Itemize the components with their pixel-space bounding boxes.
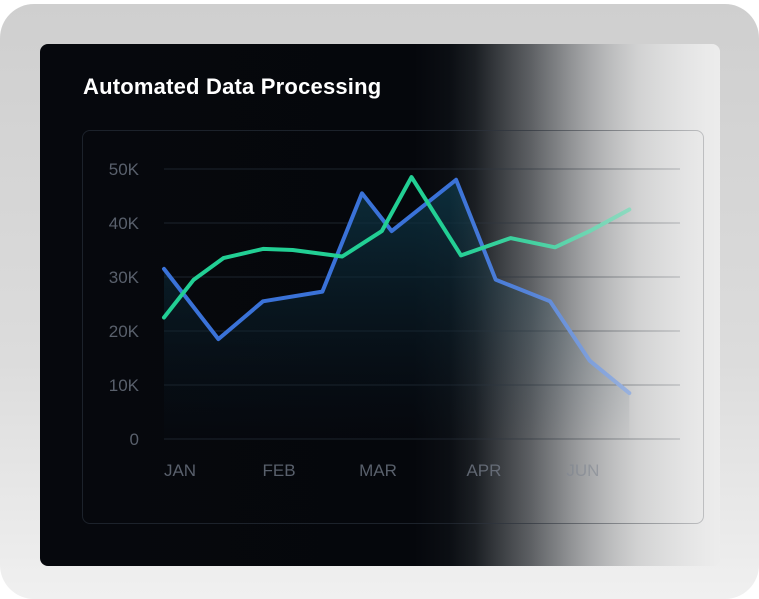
x-tick-label: APR bbox=[466, 461, 501, 480]
y-tick-label: 10K bbox=[109, 376, 140, 395]
y-axis-ticks: 0 10K 20K 30K 40K 50K bbox=[109, 160, 140, 449]
y-tick-label: 30K bbox=[109, 268, 140, 287]
x-tick-label: JAN bbox=[164, 461, 196, 480]
y-tick-label: 0 bbox=[130, 430, 139, 449]
x-axis-ticks: JAN FEB MAR APR JUN bbox=[164, 461, 600, 480]
area-fill bbox=[164, 179, 630, 440]
x-tick-label: FEB bbox=[262, 461, 295, 480]
chart-card: Automated Data Processing 0 10K 20K 30K 40K 5… bbox=[40, 44, 720, 566]
y-tick-label: 40K bbox=[109, 214, 140, 233]
x-tick-label: JUN bbox=[566, 461, 599, 480]
chart-title: Automated Data Processing bbox=[83, 74, 382, 99]
series-area bbox=[164, 179, 630, 440]
y-tick-label: 50K bbox=[109, 160, 140, 179]
y-tick-label: 20K bbox=[109, 322, 140, 341]
x-tick-label: MAR bbox=[359, 461, 397, 480]
line-chart: 0 10K 20K 30K 40K 50K JAN FEB MAR APR JUN bbox=[109, 160, 680, 480]
